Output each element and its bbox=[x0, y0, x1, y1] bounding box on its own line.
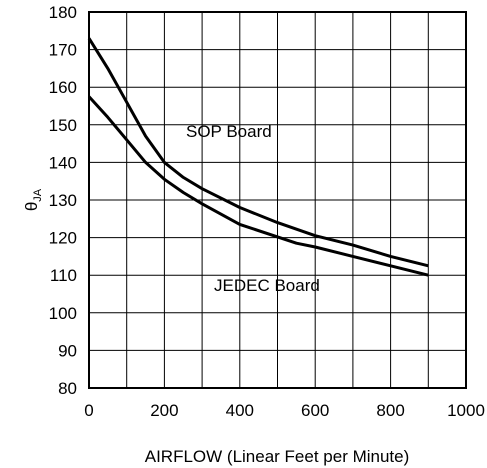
x-axis-ticks: 0 200 400 600 800 1000 bbox=[84, 401, 485, 420]
y-tick-label: 160 bbox=[49, 78, 77, 97]
series-label-jedec-board: JEDEC Board bbox=[214, 276, 320, 295]
x-tick-label: 600 bbox=[301, 401, 329, 420]
y-tick-label: 140 bbox=[49, 153, 77, 172]
plot-frame bbox=[88, 11, 467, 389]
y-tick-label: 110 bbox=[50, 266, 77, 285]
y-tick-label: 80 bbox=[58, 379, 77, 398]
series-line-sop-board bbox=[87, 37, 429, 268]
x-tick-label: 200 bbox=[150, 401, 178, 420]
x-tick-label: 800 bbox=[376, 401, 404, 420]
y-tick-label: 180 bbox=[49, 3, 77, 22]
x-tick-label: 0 bbox=[84, 401, 93, 420]
series-lines bbox=[87, 37, 429, 277]
y-tick-label: 100 bbox=[49, 304, 77, 323]
y-tick-label: 120 bbox=[49, 229, 77, 248]
y-tick-label: 130 bbox=[49, 191, 77, 210]
y-axis-label: θJA bbox=[22, 188, 44, 211]
series-line-jedec-board bbox=[87, 95, 429, 277]
y-axis-ticks: 80 90 100 110 120 130 140 150 160 170 180 bbox=[49, 3, 77, 398]
x-axis-label: AIRFLOW (Linear Feet per Minute) bbox=[145, 447, 410, 466]
grid bbox=[89, 12, 466, 388]
y-tick-label: 150 bbox=[49, 116, 77, 135]
y-axis-label-symbol: θ bbox=[22, 202, 41, 211]
y-tick-label: 170 bbox=[49, 41, 77, 60]
y-axis-label-subscript: JA bbox=[32, 188, 44, 202]
series-label-sop-board: SOP Board bbox=[186, 122, 272, 141]
x-tick-label: 1000 bbox=[447, 401, 485, 420]
x-tick-label: 400 bbox=[226, 401, 254, 420]
y-tick-label: 90 bbox=[58, 341, 77, 360]
